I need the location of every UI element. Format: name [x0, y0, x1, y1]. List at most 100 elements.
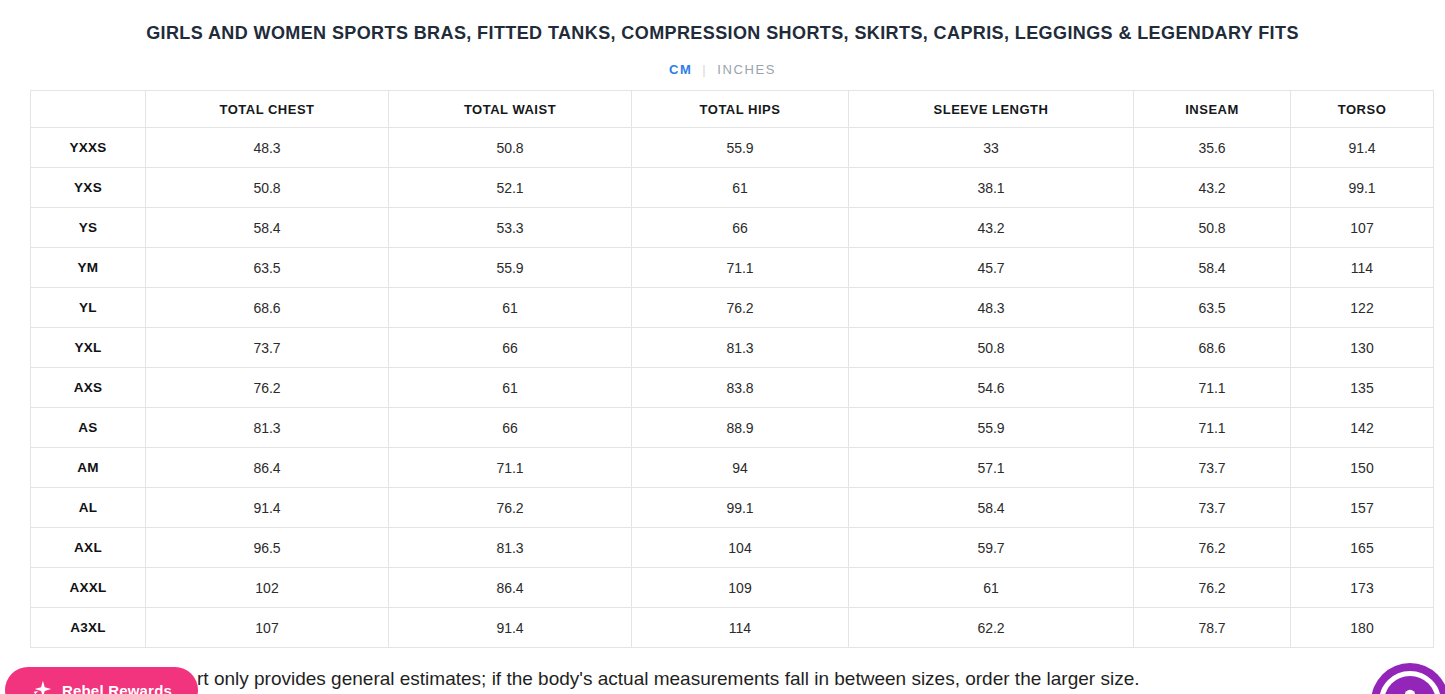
table-row: YL68.66176.248.363.5122	[31, 288, 1434, 328]
rewards-button[interactable]: Rebel Rewards	[5, 667, 198, 694]
measurement-cell: 130	[1291, 328, 1434, 368]
measurement-cell: 52.1	[389, 168, 632, 208]
column-header: TORSO	[1291, 91, 1434, 128]
measurement-cell: 104	[632, 528, 849, 568]
measurement-cell: 50.8	[389, 128, 632, 168]
size-label: YXXS	[31, 128, 146, 168]
measurement-cell: 114	[632, 608, 849, 648]
table-row: AS81.36688.955.971.1142	[31, 408, 1434, 448]
unit-toggle-divider: |	[702, 62, 707, 77]
measurement-cell: 33	[849, 128, 1134, 168]
size-chart-section: TOTAL CHESTTOTAL WAISTTOTAL HIPSSLEEVE L…	[30, 90, 1433, 648]
measurement-cell: 35.6	[1134, 128, 1291, 168]
measurement-cell: 180	[1291, 608, 1434, 648]
accessibility-person-icon	[1379, 671, 1441, 694]
measurement-cell: 76.2	[389, 488, 632, 528]
measurement-cell: 107	[146, 608, 389, 648]
size-label: AM	[31, 448, 146, 488]
unit-toggle: CM | INCHES	[0, 62, 1445, 77]
table-row: YM63.555.971.145.758.4114	[31, 248, 1434, 288]
column-header: TOTAL HIPS	[632, 91, 849, 128]
measurement-cell: 78.7	[1134, 608, 1291, 648]
measurement-cell: 81.3	[146, 408, 389, 448]
measurement-cell: 50.8	[146, 168, 389, 208]
measurement-cell: 58.4	[146, 208, 389, 248]
measurement-cell: 135	[1291, 368, 1434, 408]
size-label: AXL	[31, 528, 146, 568]
measurement-cell: 55.9	[389, 248, 632, 288]
size-label: AL	[31, 488, 146, 528]
measurement-cell: 122	[1291, 288, 1434, 328]
measurement-cell: 71.1	[389, 448, 632, 488]
table-row: AXL96.581.310459.776.2165	[31, 528, 1434, 568]
measurement-cell: 83.8	[632, 368, 849, 408]
measurement-cell: 62.2	[849, 608, 1134, 648]
table-header-row: TOTAL CHESTTOTAL WAISTTOTAL HIPSSLEEVE L…	[31, 91, 1434, 128]
measurement-cell: 66	[632, 208, 849, 248]
measurement-cell: 76.2	[632, 288, 849, 328]
size-label: AXXL	[31, 568, 146, 608]
table-row: YS58.453.36643.250.8107	[31, 208, 1434, 248]
table-row: AM86.471.19457.173.7150	[31, 448, 1434, 488]
measurement-cell: 55.9	[632, 128, 849, 168]
size-label: AS	[31, 408, 146, 448]
table-row: YXL73.76681.350.868.6130	[31, 328, 1434, 368]
size-label: YM	[31, 248, 146, 288]
measurement-cell: 61	[389, 288, 632, 328]
measurement-cell: 45.7	[849, 248, 1134, 288]
measurement-cell: 54.6	[849, 368, 1134, 408]
measurement-cell: 48.3	[146, 128, 389, 168]
measurement-cell: 68.6	[146, 288, 389, 328]
table-row: AXS76.26183.854.671.1135	[31, 368, 1434, 408]
size-label: A3XL	[31, 608, 146, 648]
table-row: YXXS48.350.855.93335.691.4	[31, 128, 1434, 168]
size-label: YXS	[31, 168, 146, 208]
size-chart-table: TOTAL CHESTTOTAL WAISTTOTAL HIPSSLEEVE L…	[30, 90, 1434, 648]
measurement-cell: 91.4	[1291, 128, 1434, 168]
measurement-cell: 99.1	[632, 488, 849, 528]
unit-option-inches[interactable]: INCHES	[717, 62, 776, 77]
measurement-cell: 43.2	[1134, 168, 1291, 208]
measurement-cell: 63.5	[146, 248, 389, 288]
corner-header-cell	[31, 91, 146, 128]
measurement-cell: 53.3	[389, 208, 632, 248]
measurement-cell: 81.3	[389, 528, 632, 568]
column-header: TOTAL WAIST	[389, 91, 632, 128]
column-header: TOTAL CHEST	[146, 91, 389, 128]
table-row: YXS50.852.16138.143.299.1	[31, 168, 1434, 208]
measurement-cell: 76.2	[146, 368, 389, 408]
measurement-cell: 157	[1291, 488, 1434, 528]
measurement-cell: 88.9	[632, 408, 849, 448]
measurement-cell: 38.1	[849, 168, 1134, 208]
measurement-cell: 165	[1291, 528, 1434, 568]
measurement-cell: 61	[849, 568, 1134, 608]
measurement-cell: 66	[389, 408, 632, 448]
measurement-cell: 50.8	[1134, 208, 1291, 248]
measurement-cell: 71.1	[632, 248, 849, 288]
measurement-cell: 58.4	[1134, 248, 1291, 288]
measurement-cell: 71.1	[1134, 408, 1291, 448]
size-label: YXL	[31, 328, 146, 368]
measurement-cell: 102	[146, 568, 389, 608]
measurement-cell: 61	[632, 168, 849, 208]
rewards-star-icon	[31, 679, 53, 694]
measurement-cell: 86.4	[389, 568, 632, 608]
measurement-cell: 173	[1291, 568, 1434, 608]
measurement-cell: 55.9	[849, 408, 1134, 448]
size-label: AXS	[31, 368, 146, 408]
column-header: SLEEVE LENGTH	[849, 91, 1134, 128]
table-row: AL91.476.299.158.473.7157	[31, 488, 1434, 528]
measurement-cell: 57.1	[849, 448, 1134, 488]
size-label: YS	[31, 208, 146, 248]
rewards-button-label: Rebel Rewards	[62, 682, 172, 694]
measurement-cell: 114	[1291, 248, 1434, 288]
measurement-cell: 142	[1291, 408, 1434, 448]
measurement-cell: 71.1	[1134, 368, 1291, 408]
unit-option-cm[interactable]: CM	[669, 62, 692, 77]
measurement-cell: 76.2	[1134, 568, 1291, 608]
measurement-cell: 63.5	[1134, 288, 1291, 328]
measurement-cell: 81.3	[632, 328, 849, 368]
measurement-cell: 61	[389, 368, 632, 408]
column-header: INSEAM	[1134, 91, 1291, 128]
measurement-cell: 107	[1291, 208, 1434, 248]
